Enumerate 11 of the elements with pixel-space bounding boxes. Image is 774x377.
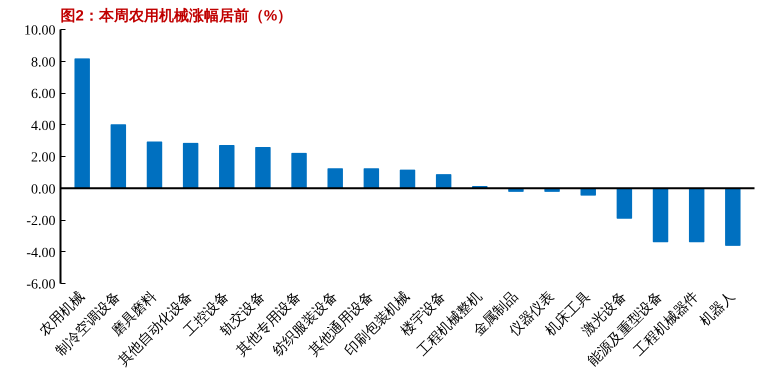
y-tick-label: 2.00 [31,150,56,166]
y-tick-label: -2.00 [26,214,56,229]
y-tick-label: 10.00 [24,24,56,38]
y-tick-label: 0.00 [31,182,56,198]
y-tick-label: -4.00 [26,246,56,261]
chart-title: 图2：本周农用机械涨幅居前（%） [60,8,292,24]
x-tick-label: 机器人 [697,288,738,330]
y-tick-label: 6.00 [31,87,56,102]
y-tick-label: 4.00 [31,118,56,134]
y-tick-label: 8.00 [31,55,56,70]
y-tick-label: -6.00 [26,278,56,292]
